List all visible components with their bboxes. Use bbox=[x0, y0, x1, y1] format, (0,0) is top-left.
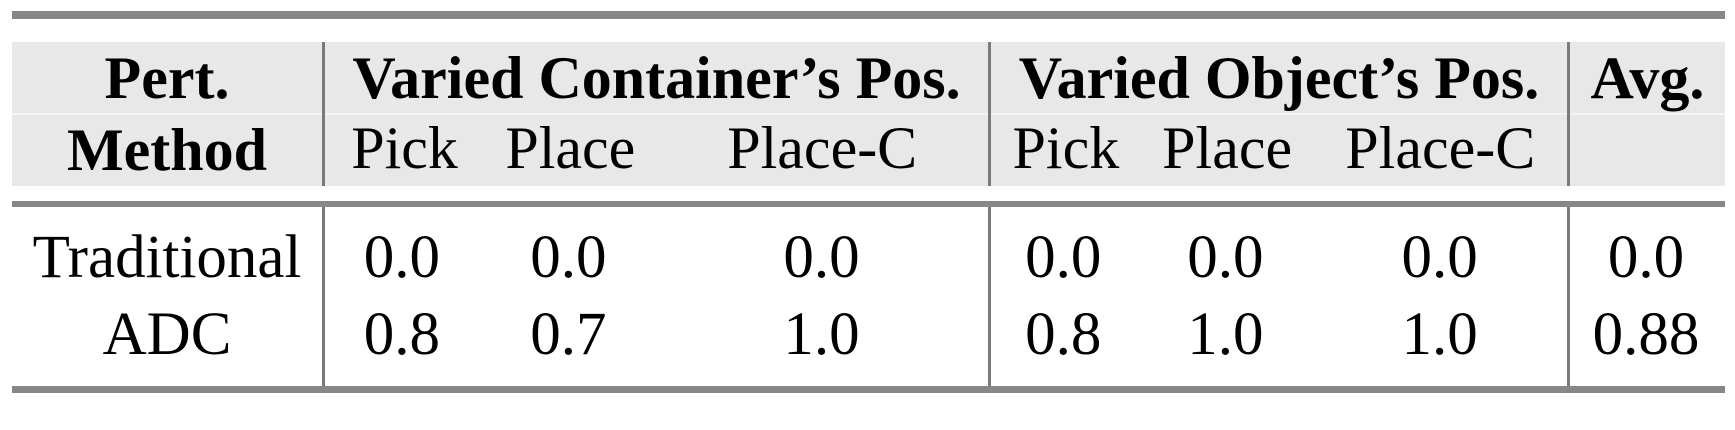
group2-title: Varied Object’s Pos. bbox=[1018, 45, 1540, 111]
header-col-avg: Avg. bbox=[1567, 42, 1725, 186]
header-group-object-pos: Varied Object’s Pos. Pick Place Place-C bbox=[988, 42, 1567, 186]
row0-object-pick: 0.0 bbox=[1025, 224, 1102, 291]
row0-container-place-c: 0.0 bbox=[783, 224, 860, 291]
row0-avg: 0.0 bbox=[1607, 224, 1685, 291]
table-top-rule bbox=[12, 11, 1725, 19]
body-col-group1 bbox=[322, 207, 988, 386]
row1-avg: 0.88 bbox=[1592, 301, 1700, 368]
group2-subcol-pick: Pick bbox=[1012, 115, 1120, 181]
body-col-group2 bbox=[988, 207, 1567, 386]
row1-object-place: 1.0 bbox=[1187, 301, 1264, 368]
row1-object-pick: 0.8 bbox=[1025, 301, 1102, 368]
group2-subcol-place-c: Place-C bbox=[1345, 115, 1536, 181]
group1-title: Varied Container’s Pos. bbox=[352, 45, 961, 111]
row0-object-place: 0.0 bbox=[1187, 224, 1264, 291]
group1-subcol-pick: Pick bbox=[351, 115, 458, 181]
header-row-divider bbox=[12, 113, 1725, 115]
header-group-container-pos: Varied Container’s Pos. Pick Place Place… bbox=[322, 42, 988, 186]
row1-method: ADC bbox=[102, 301, 232, 368]
table-mid-rule bbox=[12, 201, 1725, 207]
row1-container-place-c: 1.0 bbox=[783, 301, 860, 368]
table-header: Pert. Method Varied Container’s Pos. Pic… bbox=[12, 42, 1725, 186]
group1-subcol-place-c: Place-C bbox=[727, 115, 918, 181]
table-row: ADC 0.8 0.7 1.0 0.8 1.0 1.0 0.88 bbox=[12, 296, 1725, 373]
row0-method: Traditional bbox=[32, 224, 302, 291]
group2-subcol-place: Place bbox=[1162, 115, 1293, 181]
group1-subcol-place: Place bbox=[505, 115, 636, 181]
header-col-method: Pert. Method bbox=[12, 42, 322, 186]
header-avg-label: Avg. bbox=[1590, 45, 1705, 111]
header-avg-empty bbox=[1570, 114, 1725, 186]
table-bottom-rule bbox=[12, 386, 1725, 393]
row1-container-pick: 0.8 bbox=[363, 301, 441, 368]
table-body: Traditional 0.0 0.0 0.0 0.0 0.0 0.0 0.0 … bbox=[12, 207, 1725, 386]
row1-container-place: 0.7 bbox=[530, 301, 607, 368]
header-pert-label: Pert. bbox=[104, 45, 230, 111]
row0-object-place-c: 0.0 bbox=[1401, 224, 1478, 291]
row0-container-place: 0.0 bbox=[530, 224, 607, 291]
row1-object-place-c: 1.0 bbox=[1401, 301, 1478, 368]
table-row: Traditional 0.0 0.0 0.0 0.0 0.0 0.0 0.0 bbox=[12, 219, 1725, 296]
row0-container-pick: 0.0 bbox=[363, 224, 441, 291]
body-col-avg bbox=[1567, 207, 1725, 386]
header-method-label: Method bbox=[67, 117, 267, 183]
